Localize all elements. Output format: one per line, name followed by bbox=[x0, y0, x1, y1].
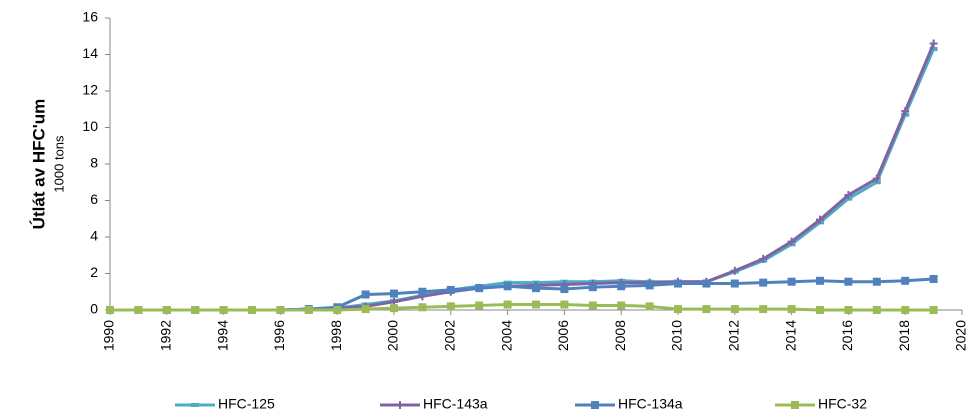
x-tick-label: 2002 bbox=[442, 320, 458, 351]
x-tick-label: 1996 bbox=[271, 320, 287, 351]
marker bbox=[390, 289, 398, 298]
marker bbox=[844, 306, 853, 314]
x-tick-label: 1990 bbox=[101, 320, 117, 351]
marker bbox=[872, 306, 881, 314]
marker bbox=[816, 276, 824, 285]
marker bbox=[929, 274, 938, 283]
y-tick-label: 8 bbox=[90, 155, 98, 171]
marker bbox=[446, 285, 455, 294]
y-tick-label: 16 bbox=[82, 9, 98, 25]
marker bbox=[219, 306, 228, 314]
series-line bbox=[110, 42, 935, 312]
y-tick-label: 2 bbox=[90, 264, 98, 280]
x-tick-label: 1998 bbox=[328, 320, 344, 351]
marker bbox=[702, 279, 711, 288]
marker bbox=[532, 300, 540, 309]
x-tick-label: 2018 bbox=[896, 320, 912, 351]
marker bbox=[191, 306, 200, 314]
marker bbox=[901, 306, 910, 314]
legend-label: HFC-134a bbox=[618, 396, 683, 412]
marker bbox=[787, 237, 796, 246]
marker bbox=[901, 276, 910, 285]
y-tick-label: 6 bbox=[90, 191, 98, 207]
marker bbox=[787, 305, 796, 314]
marker bbox=[162, 306, 171, 314]
x-tick-label: 1992 bbox=[158, 320, 174, 351]
x-tick-label: 2014 bbox=[782, 320, 798, 351]
marker bbox=[730, 266, 739, 275]
series-line bbox=[110, 303, 934, 312]
marker bbox=[106, 306, 114, 314]
marker bbox=[844, 191, 853, 200]
marker bbox=[475, 301, 484, 310]
x-tick-label: 2008 bbox=[612, 320, 628, 351]
marker bbox=[730, 305, 739, 314]
marker bbox=[418, 303, 427, 312]
x-tick-label: 2004 bbox=[498, 320, 514, 351]
marker bbox=[730, 279, 739, 288]
marker bbox=[816, 215, 824, 224]
legend-marker bbox=[791, 401, 799, 409]
x-tick-label: 2006 bbox=[555, 320, 571, 351]
marker bbox=[361, 290, 370, 299]
series-line bbox=[110, 48, 935, 312]
legend-label: HFC-32 bbox=[818, 396, 867, 412]
marker bbox=[844, 277, 853, 286]
y-tick-label: 10 bbox=[82, 118, 98, 134]
marker bbox=[532, 284, 540, 293]
y-axis-subtitle: 1000 tons bbox=[51, 135, 66, 193]
marker bbox=[674, 279, 682, 288]
x-tick-label: 2016 bbox=[839, 320, 855, 351]
y-tick-label: 4 bbox=[90, 228, 98, 244]
marker bbox=[787, 277, 796, 286]
y-tick-label: 12 bbox=[82, 82, 98, 98]
marker bbox=[759, 305, 768, 314]
marker bbox=[901, 107, 910, 116]
legend-label: HFC-125 bbox=[218, 396, 275, 412]
marker bbox=[475, 284, 484, 293]
marker bbox=[872, 277, 881, 286]
marker bbox=[248, 306, 256, 314]
marker bbox=[390, 304, 398, 313]
marker bbox=[418, 287, 427, 296]
x-tick-label: 2020 bbox=[953, 320, 967, 351]
marker bbox=[503, 282, 512, 291]
x-tick-label: 1994 bbox=[214, 320, 230, 351]
marker bbox=[759, 254, 768, 263]
y-tick-label: 14 bbox=[82, 45, 98, 61]
marker bbox=[929, 306, 938, 314]
marker bbox=[503, 300, 512, 309]
legend-marker bbox=[191, 403, 199, 407]
marker bbox=[333, 306, 342, 314]
marker bbox=[588, 301, 597, 310]
x-tick-label: 2000 bbox=[385, 320, 401, 351]
marker bbox=[759, 278, 768, 287]
marker bbox=[674, 305, 682, 314]
marker bbox=[361, 305, 370, 314]
y-axis-title: Útlát av HFC'um bbox=[29, 99, 48, 230]
marker bbox=[446, 302, 455, 311]
legend-label: HFC-143a bbox=[423, 396, 488, 412]
marker bbox=[276, 306, 285, 314]
marker bbox=[560, 300, 569, 309]
marker bbox=[560, 285, 569, 294]
x-tick-label: 2012 bbox=[726, 320, 742, 351]
marker bbox=[645, 302, 654, 311]
marker bbox=[929, 47, 938, 52]
marker bbox=[304, 306, 313, 314]
marker bbox=[617, 301, 626, 310]
marker bbox=[702, 305, 711, 314]
x-tick-label: 2010 bbox=[669, 320, 685, 351]
marker bbox=[588, 283, 597, 292]
marker bbox=[134, 306, 143, 314]
marker bbox=[929, 39, 938, 48]
y-tick-label: 0 bbox=[90, 301, 98, 317]
legend-marker bbox=[591, 401, 599, 409]
marker bbox=[645, 281, 654, 290]
legend-marker bbox=[396, 401, 404, 409]
marker bbox=[872, 174, 881, 183]
marker bbox=[617, 282, 626, 291]
marker bbox=[816, 306, 824, 314]
